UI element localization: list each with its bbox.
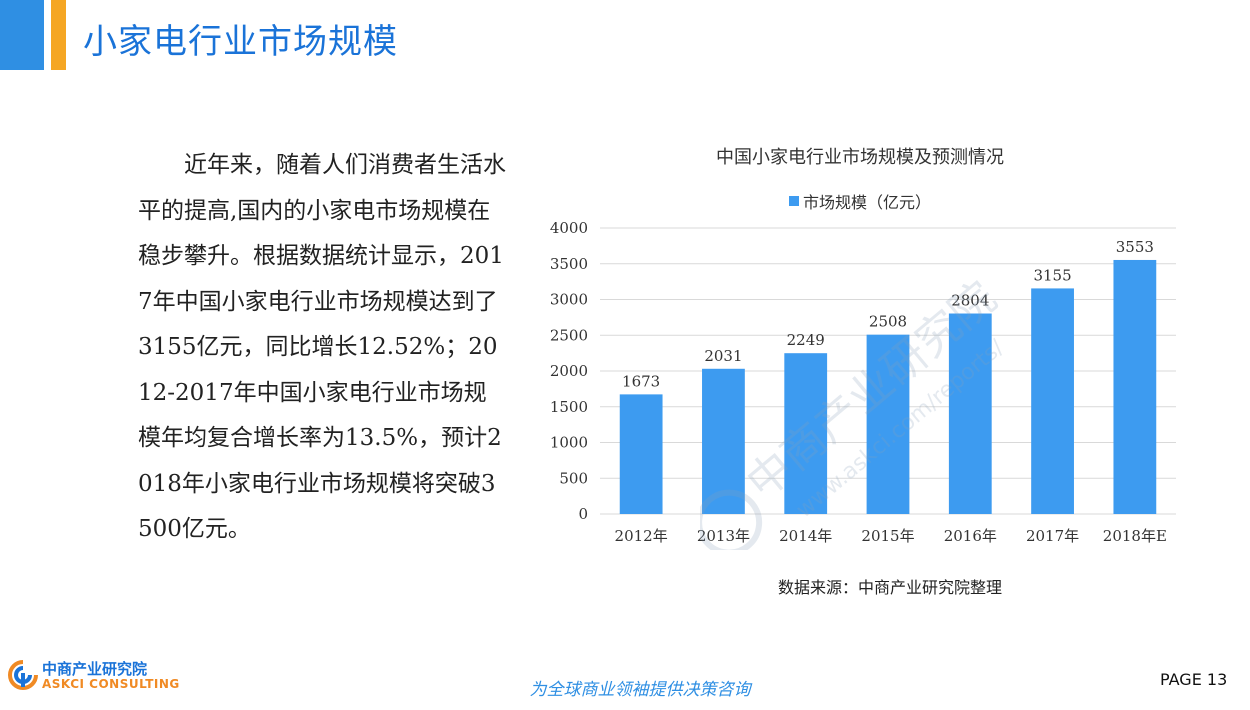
bar — [948, 313, 992, 514]
bar — [1031, 288, 1074, 514]
x-tick-label: 2014年 — [779, 527, 832, 545]
body-paragraph: 近年来，随着人们消费者生活水平的提高,国内的小家电市场规模在稳步攀升。根据数据统… — [138, 152, 506, 542]
data-label: 1673 — [622, 372, 660, 390]
x-tick-label: 2016年 — [944, 527, 997, 545]
bar — [702, 368, 745, 514]
chart-title: 中国小家电行业市场规模及预测情况 — [716, 147, 1004, 168]
askci-logo-icon — [8, 660, 38, 690]
y-tick-label: 2000 — [550, 362, 588, 380]
y-tick-label: 4000 — [550, 219, 588, 237]
bar — [1113, 259, 1157, 514]
y-tick-label: 1000 — [550, 434, 588, 452]
data-label: 3553 — [1116, 238, 1154, 256]
x-tick-label: 2012年 — [615, 527, 668, 545]
bar — [784, 353, 828, 514]
legend-swatch — [789, 196, 799, 206]
bar — [619, 394, 663, 514]
chart-source: 数据来源：中商产业研究院整理 — [777, 578, 1002, 597]
data-label: 2508 — [869, 313, 907, 331]
y-tick-label: 3500 — [550, 255, 588, 273]
y-tick-label: 0 — [578, 505, 588, 523]
logo-text-cn: 中商产业研究院 — [42, 660, 148, 678]
x-tick-label: 2015年 — [861, 527, 914, 545]
data-label: 2804 — [951, 292, 989, 310]
logo-text-en: ASKCI CONSULTING — [42, 677, 180, 691]
legend-label: 市场规模（亿元） — [803, 193, 932, 212]
footer-slogan: 为全球商业领袖提供决策咨询 — [529, 680, 751, 700]
x-tick-label: 2018年E — [1103, 527, 1167, 545]
page-title: 小家电行业市场规模 — [83, 22, 398, 62]
chart-legend: 市场规模（亿元） — [789, 189, 931, 213]
y-tick-label: 3000 — [550, 291, 588, 309]
x-tick-label: 2017年 — [1026, 527, 1079, 545]
data-label: 2031 — [704, 347, 742, 365]
data-label: 2249 — [787, 331, 825, 349]
footer-logo: 中商产业研究院 ASKCI CONSULTING — [8, 655, 208, 695]
x-tick-label: 2013年 — [697, 527, 750, 545]
header-accent-blue-bar — [0, 0, 44, 70]
y-tick-label: 500 — [559, 469, 588, 487]
bar-chart: 0 500 1000 1500 2000 2500 3000 3500 4000 1673 2012… — [550, 219, 1176, 545]
bar — [866, 334, 910, 514]
y-tick-label: 1500 — [550, 398, 588, 416]
header-accent-orange-bar — [51, 0, 66, 70]
page-number: PAGE 13 — [1160, 670, 1228, 689]
data-label: 3155 — [1033, 266, 1071, 284]
y-tick-label: 2500 — [550, 326, 588, 344]
